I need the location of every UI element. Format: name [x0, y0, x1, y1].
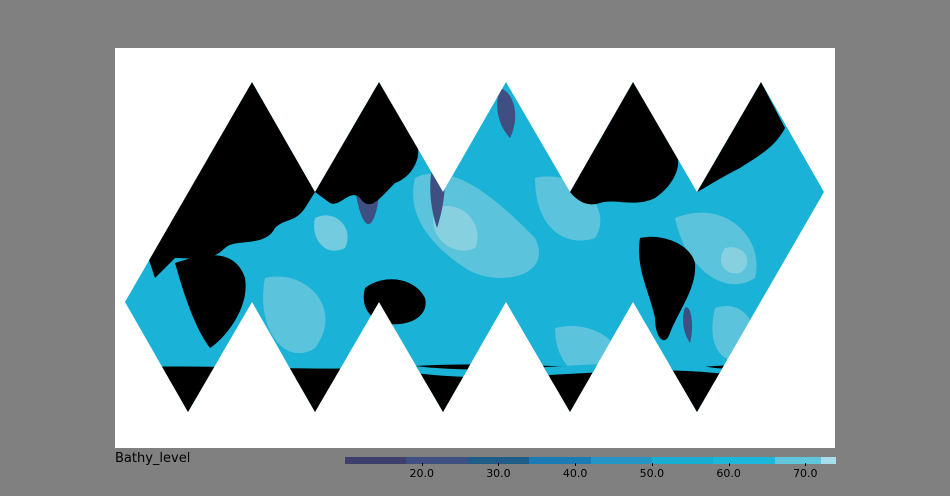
colorbar-tick [421, 463, 423, 466]
colorbar [345, 457, 836, 464]
colorbar-tick [575, 463, 577, 466]
map-canvas[interactable] [115, 48, 835, 448]
colorbar-tick [805, 463, 807, 466]
colorbar-tick [728, 463, 730, 466]
colorbar-tick-label: 50.0 [639, 467, 665, 480]
colorbar-tick-label: 20.0 [409, 467, 434, 480]
colorbar-segment [590, 457, 652, 464]
colorbar-segment [774, 457, 821, 464]
colorbar-tick-label: 30.0 [486, 467, 511, 480]
colorbar-segment [713, 457, 775, 464]
colorbar-tick [498, 463, 500, 466]
map-label: Bathy_level [115, 451, 191, 466]
icosahedral-map [125, 82, 824, 412]
ocean-ridge-patches [314, 206, 748, 274]
colorbar-tick-label: 40.0 [562, 467, 588, 480]
colorbar-segment [529, 457, 591, 464]
colorbar-tick-label: 60.0 [716, 467, 741, 480]
colorbar-tick [651, 463, 653, 466]
colorbar-tick-label: 70.0 [793, 467, 818, 480]
colorbar-ticks: 20.0 30.0 40.0 50.0 60.0 70.0 [345, 463, 836, 485]
colorbar-segment [406, 457, 468, 464]
colorbar-segment [820, 457, 836, 464]
colorbar-segment [467, 457, 530, 464]
colorbar-segment [651, 457, 714, 464]
colorbar-segment [345, 457, 407, 464]
